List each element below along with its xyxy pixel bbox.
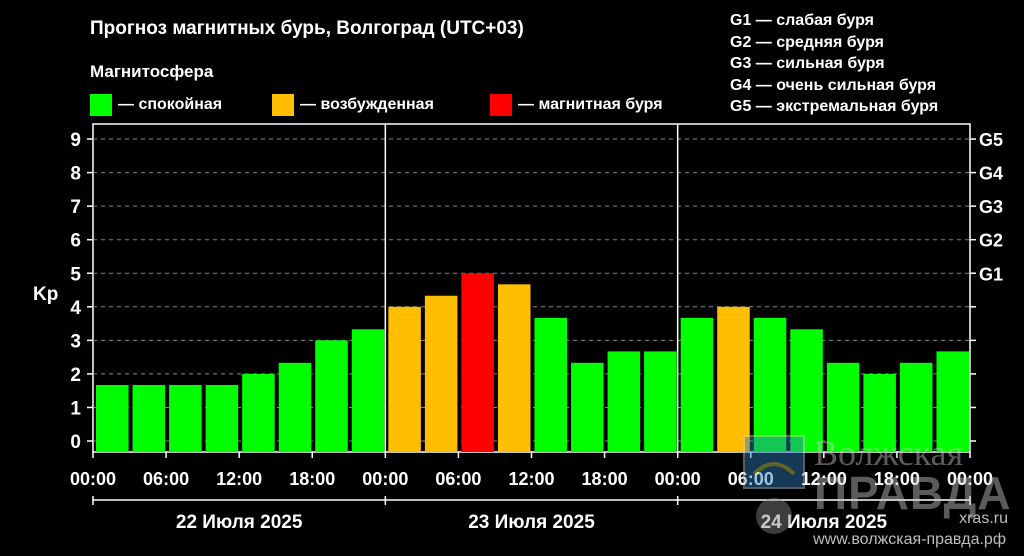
legend-label-quiet: — спокойная (118, 96, 223, 113)
y-tick-label: 4 (70, 298, 81, 319)
kp-bar (205, 384, 239, 452)
x-tick-label: 06:00 (435, 469, 481, 489)
x-tick-label: 00:00 (362, 469, 408, 489)
x-tick-label: 00:00 (947, 469, 993, 489)
storm-level-g5: G5 — экстремальная буря (730, 98, 939, 115)
watermark-logo-text: Волжская (814, 433, 964, 473)
kp-bar (571, 362, 604, 452)
kp-bar (863, 373, 896, 452)
kp-bar (497, 284, 531, 452)
y-tick-label: 0 (70, 432, 81, 453)
legend-swatch-quiet (90, 94, 112, 116)
x-tick-label: 12:00 (216, 469, 262, 489)
page-title: Прогноз магнитных бурь, Волгоград (UTC+0… (90, 18, 524, 39)
legend-subtitle: Магнитосфера (90, 62, 214, 81)
kp-bar (242, 373, 275, 452)
kp-bar (278, 362, 312, 452)
x-tick-label: 12:00 (508, 469, 554, 489)
kp-bar (753, 317, 787, 452)
day-label: 23 Июля 2025 (468, 512, 595, 533)
kp-bar (826, 362, 860, 452)
x-tick-label: 18:00 (874, 469, 920, 489)
kp-bar (461, 273, 494, 452)
y-tick-label: 3 (70, 331, 81, 352)
g-level-label: G3 (979, 197, 1003, 217)
g-level-label: G4 (979, 164, 1003, 184)
y-tick-label: 9 (70, 130, 81, 151)
kp-bar (717, 306, 750, 452)
storm-level-g1: G1 — слабая буря (730, 12, 875, 29)
y-tick-label: 6 (70, 231, 81, 252)
x-tick-label: 06:00 (143, 469, 189, 489)
legend-label-active: — возбужденная (300, 96, 434, 113)
y-tick-label: 1 (70, 398, 81, 419)
y-tick-label: 7 (70, 197, 81, 218)
watermark-logo-text-2: ПРАВДА (814, 467, 1012, 519)
legend-label-storm: — магнитная буря (518, 96, 663, 113)
x-tick-label: 12:00 (801, 469, 847, 489)
day-label: 24 Июля 2025 (761, 512, 888, 533)
kp-bar (607, 351, 641, 452)
coat-of-arms-icon (743, 435, 805, 534)
watermark-logo: Волжская ПРАВДА (738, 432, 1011, 550)
kp-bar (899, 362, 933, 452)
kp-bar (936, 351, 969, 452)
y-tick-label: 2 (70, 365, 81, 386)
kp-bar (388, 306, 421, 452)
kp-bar (132, 384, 166, 452)
kp-bar (351, 329, 385, 452)
watermark-source: xras.ru (959, 510, 1008, 527)
storm-level-g4: G4 — очень сильная буря (730, 76, 937, 94)
kp-bar (315, 340, 348, 452)
kp-bar (169, 384, 202, 452)
legend-swatch-active (272, 94, 294, 116)
x-tick-label: 06:00 (728, 469, 774, 489)
x-tick-label: 00:00 (655, 469, 701, 489)
watermark-url: www.волжская-правда.рф (813, 531, 1006, 548)
storm-level-g2: G2 — средняя буря (730, 33, 884, 51)
legend-item-quiet: — спокойная (90, 94, 222, 116)
day-label: 22 Июля 2025 (176, 512, 303, 533)
x-tick-label: 18:00 (582, 469, 628, 489)
y-tick-label: 8 (70, 164, 81, 185)
kp-bar (534, 317, 568, 452)
storm-level-g3: G3 — сильная буря (730, 55, 885, 72)
kp-bar (790, 329, 823, 452)
kp-bar (424, 295, 458, 452)
legend-item-active: — возбужденная (272, 94, 434, 116)
x-tick-label: 18:00 (289, 469, 335, 489)
g-level-label: G2 (979, 231, 1003, 251)
y-tick-label: 5 (70, 264, 81, 285)
kp-bar (644, 351, 677, 452)
legend-swatch-storm (490, 94, 512, 116)
g-level-label: G1 (979, 264, 1003, 284)
x-tick-label: 00:00 (70, 469, 116, 489)
kp-bar (680, 317, 714, 452)
g-level-label: G5 (979, 130, 1003, 150)
kp-bar (96, 384, 129, 452)
storm-levels-list: G1 — слабая буря G2 — средняя буря G3 — … (730, 10, 938, 118)
y-axis-label: Kp (33, 284, 58, 305)
legend-item-storm: — магнитная буря (490, 94, 663, 116)
